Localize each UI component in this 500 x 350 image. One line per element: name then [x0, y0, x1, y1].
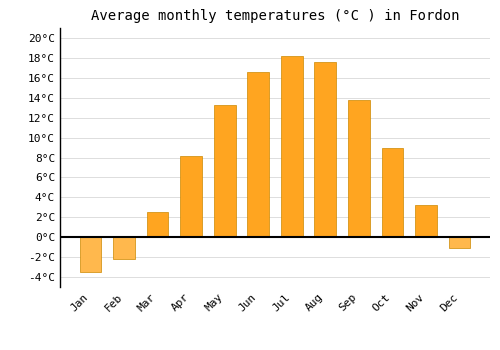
Bar	[348, 100, 370, 237]
Bar	[80, 237, 102, 272]
Bar	[180, 155, 202, 237]
Bar	[214, 105, 236, 237]
Bar	[382, 148, 404, 237]
Bar	[113, 237, 135, 259]
Title: Average monthly temperatures (°C ) in Fordon: Average monthly temperatures (°C ) in Fo…	[91, 9, 459, 23]
Bar	[314, 62, 336, 237]
Bar	[248, 72, 269, 237]
Bar	[448, 237, 470, 248]
Bar	[415, 205, 437, 237]
Bar	[281, 56, 302, 237]
Bar	[146, 212, 169, 237]
